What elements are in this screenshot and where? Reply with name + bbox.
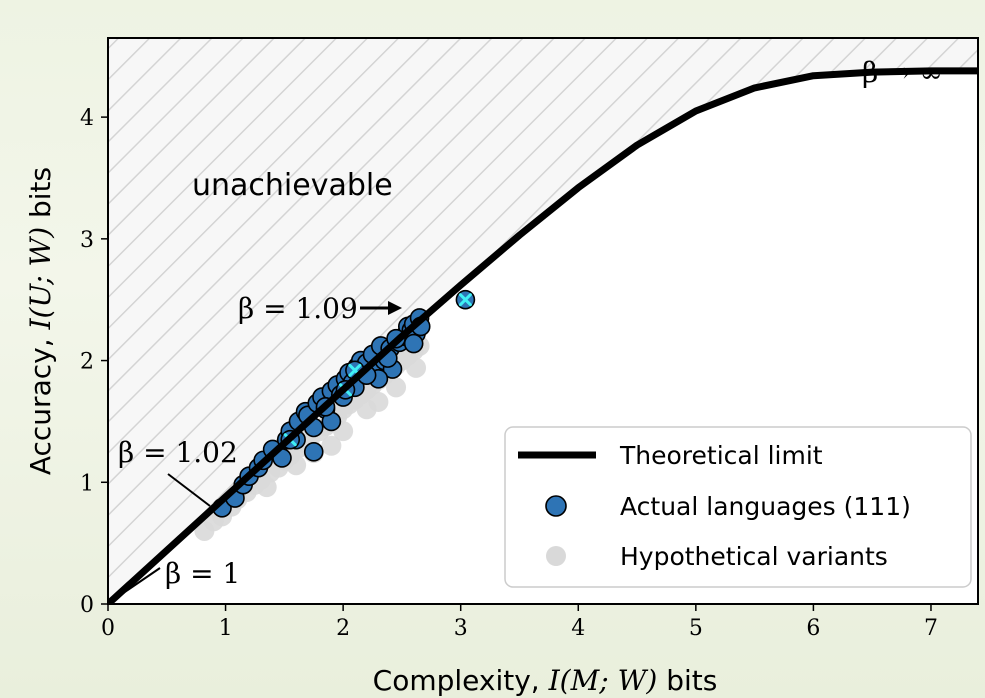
x-tick-label: 5 [689, 616, 703, 641]
x-tick-label: 6 [806, 616, 820, 641]
legend-entry-theoretical-limit: Theoretical limit [619, 441, 823, 470]
highlighted-language-cross [458, 293, 472, 307]
unachievable-label: unachievable [192, 168, 393, 203]
y-tick-label: 2 [80, 350, 94, 375]
annotation-beta-1-09-arrowhead [388, 301, 402, 315]
annotation-beta-1-02: β = 1.02 [118, 436, 238, 469]
annotation-beta-infinity: β → ∞ [862, 56, 943, 89]
legend-circle-actual [545, 495, 567, 517]
x-tick-label: 3 [454, 616, 468, 641]
hypothetical-point [368, 391, 389, 412]
legend-entry-actual-languages: Actual languages (111) [620, 492, 911, 521]
y-tick-label: 4 [80, 106, 94, 131]
legend-entry-hypothetical-variants: Hypothetical variants [620, 542, 888, 571]
legend-box [504, 426, 972, 588]
theoretical-limit-layer [108, 67, 978, 604]
y-axis-ticks: 0 1 2 3 4 [80, 106, 108, 618]
legend-circle-hypothetical [546, 546, 566, 566]
beta-annotations: β = 1 β = 1.02 β = 1.09 β → ∞ [115, 56, 943, 599]
hypothetical-point [321, 435, 342, 456]
data-points [194, 289, 476, 541]
y-tick-label: 0 [80, 593, 94, 618]
annotation-beta-1-arrow [115, 567, 161, 599]
actual-language-point [403, 333, 424, 354]
actual-language-point [303, 442, 324, 462]
annotation-beta-1-02-arrow [167, 473, 211, 507]
unachievable-region [108, 38, 978, 604]
hypothetical-point [256, 477, 277, 498]
theoretical-limit-line [108, 67, 978, 604]
x-axis-ticks: 0 1 2 3 4 5 6 7 [101, 604, 938, 641]
annotation-beta-1: β = 1 [165, 557, 240, 590]
x-tick-label: 1 [219, 616, 233, 641]
y-tick-label: 1 [80, 471, 94, 496]
y-axis-label: Accuracy, I(U; W) bits [24, 167, 57, 475]
x-tick-label: 2 [336, 616, 350, 641]
hypothetical-point [386, 377, 407, 398]
plot-frame [107, 37, 979, 605]
legend: Theoretical limit Actual languages (111)… [504, 426, 972, 588]
hypothetical-point [406, 357, 427, 378]
x-axis-label: Complexity, I(M; W) bits [373, 664, 718, 697]
x-tick-label: 7 [924, 616, 938, 641]
annotation-beta-1-09: β = 1.09 [238, 292, 358, 325]
x-tick-label: 4 [571, 616, 585, 641]
x-tick-label: 0 [101, 616, 115, 641]
unachievable-hatch [108, 38, 978, 604]
y-tick-label: 3 [80, 228, 94, 253]
